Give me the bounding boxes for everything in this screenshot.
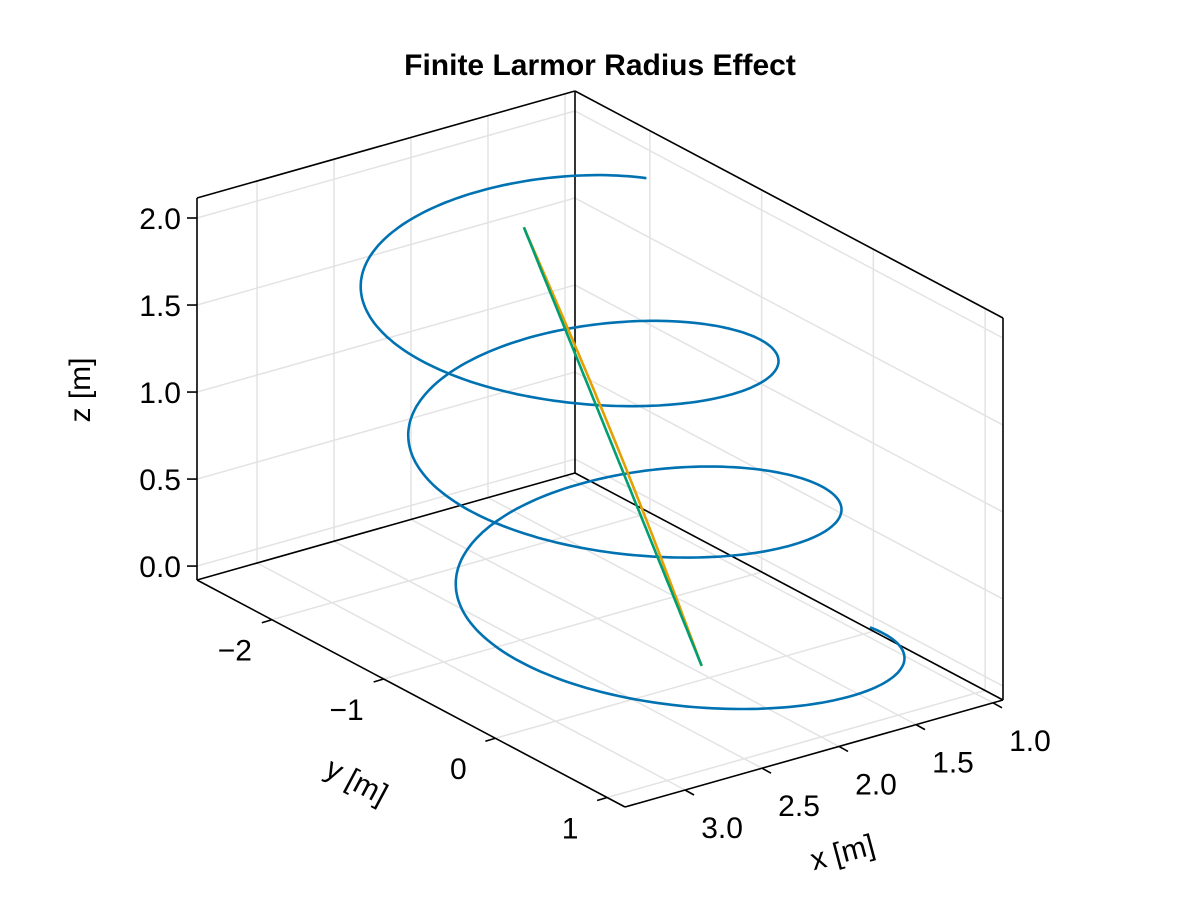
axis-spine <box>574 472 1004 701</box>
y-axis-label: y [m] <box>320 752 393 812</box>
y-tick-label: −1 <box>330 694 364 727</box>
x-tick-label: 1.0 <box>1009 725 1051 758</box>
y-tick-label: −2 <box>218 635 252 668</box>
wall-gridline-z <box>196 458 576 567</box>
series-guiding-center-flr- <box>522 226 703 667</box>
z-tick-label: 0.5 <box>139 464 181 497</box>
x-tick-mark <box>761 767 772 774</box>
axis-spine <box>196 472 576 581</box>
x-tick-label: 2.5 <box>778 790 820 823</box>
y-tick-mark <box>596 796 608 802</box>
series-full-orbit <box>359 173 906 711</box>
x-tick-mark <box>992 702 1003 709</box>
wall-gridline-z <box>574 284 1004 513</box>
chart-title: Finite Larmor Radius Effect <box>404 49 796 82</box>
z-tick-label: 2.0 <box>139 203 181 236</box>
series-guiding-center <box>522 226 703 667</box>
floor-gridline-y <box>606 689 986 799</box>
wall-gridline-z <box>196 284 576 393</box>
y-tick-mark <box>485 737 496 743</box>
floor-gridline-y <box>495 630 874 739</box>
axis-spine <box>574 90 1004 319</box>
wall-gridline-z <box>574 197 1004 426</box>
x-tick-mark <box>838 745 849 753</box>
floor-gridline-x <box>256 562 686 791</box>
axis-spine <box>196 579 626 808</box>
wall-gridline-z <box>196 197 576 306</box>
x-tick-label: 2.0 <box>855 768 897 801</box>
y-tick-label: 1 <box>562 813 579 846</box>
z-tick-label: 1.5 <box>139 290 181 323</box>
tick-group: 1.0 1.5 2.0 2.5 3.0 −2 −1 0 1 0.0 0.5 1.0 1.5 2.0 <box>139 203 1051 846</box>
x-tick-label: 3.0 <box>701 812 743 845</box>
wall-gridline-z <box>574 458 1004 687</box>
series-group <box>359 173 906 711</box>
y-tick-mark <box>373 678 384 683</box>
floor-gridline-x <box>333 540 763 769</box>
x-tick-mark <box>684 789 695 796</box>
axis-spine <box>624 699 1004 808</box>
y-tick-mark <box>261 618 273 624</box>
wall-gridline-z <box>196 371 576 480</box>
x-axis-label: x [m] <box>807 828 878 877</box>
wall-gridline-z <box>196 110 576 219</box>
z-tick-label: 1.0 <box>139 377 181 410</box>
floor-gridline-y <box>271 511 651 621</box>
x-tick-mark <box>915 723 926 731</box>
axis-spine <box>196 90 576 199</box>
y-tick-label: 0 <box>450 753 467 786</box>
x-tick-label: 1.5 <box>932 747 974 780</box>
wall-gridline-z <box>574 371 1004 600</box>
axis-frame <box>196 90 1004 808</box>
wall-gridline-z <box>574 110 1004 339</box>
z-tick-label: 0.0 <box>139 551 181 584</box>
floor-gridline-y <box>383 571 762 680</box>
z-axis-label: z [m] <box>64 358 97 423</box>
floor-gridline-x <box>487 496 917 726</box>
floor-gridline-x <box>564 475 994 704</box>
